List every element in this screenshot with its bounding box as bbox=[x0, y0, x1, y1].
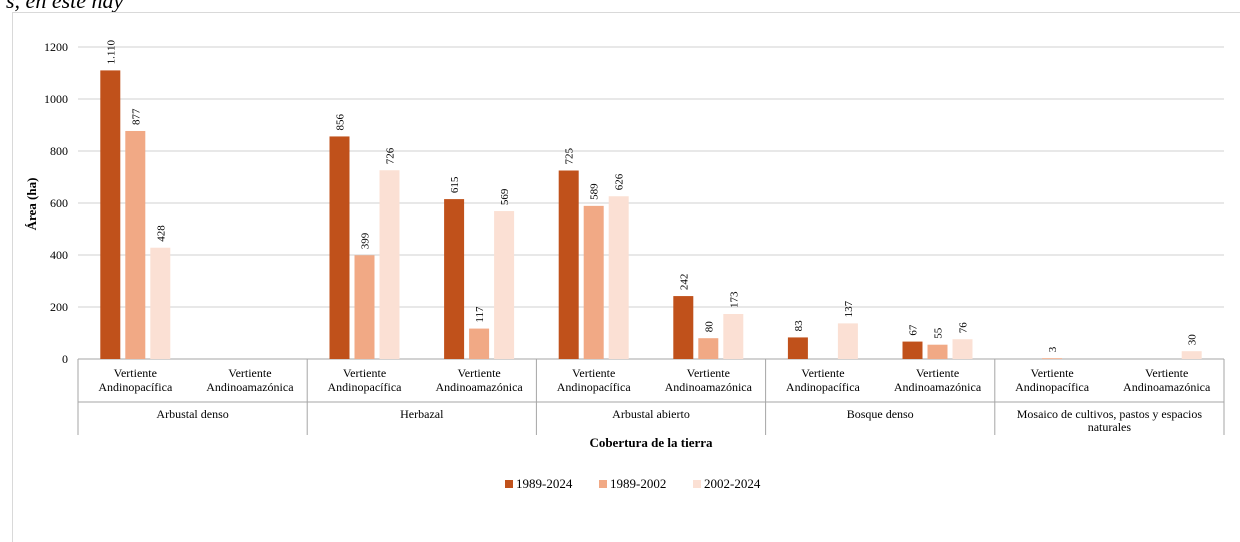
y-tick-label: 0 bbox=[62, 352, 68, 366]
legend-swatch bbox=[505, 480, 513, 488]
legend-label: 1989-2024 bbox=[516, 476, 573, 491]
data-label: 76 bbox=[958, 322, 970, 334]
data-label: 1.110 bbox=[105, 40, 117, 65]
x-category-label-line2: Andinoamazónica bbox=[206, 380, 294, 394]
x-category-label-line1: Vertiente bbox=[228, 366, 271, 380]
legend-swatch bbox=[599, 480, 607, 488]
x-category-label-line1: Vertiente bbox=[343, 366, 386, 380]
legend-label: 1989-2002 bbox=[610, 476, 666, 491]
bar bbox=[494, 211, 515, 359]
data-label: 137 bbox=[843, 300, 855, 317]
x-axis: VertienteAndinopacíficaVertienteAndinoam… bbox=[77, 359, 1225, 435]
y-tick-label: 800 bbox=[50, 144, 68, 158]
data-label: 173 bbox=[728, 291, 740, 308]
x-category-label-line2: Andinopacífica bbox=[328, 380, 403, 394]
data-label: 83 bbox=[793, 320, 805, 332]
x-category-label-line2: Andinoamazónica bbox=[435, 380, 523, 394]
gridlines bbox=[78, 46, 1224, 360]
bar bbox=[1181, 351, 1202, 359]
data-label: 117 bbox=[474, 306, 486, 323]
x-category-label-line1: Vertiente bbox=[687, 366, 730, 380]
bar bbox=[608, 196, 629, 359]
bar bbox=[723, 314, 744, 359]
data-label: 877 bbox=[130, 108, 142, 125]
y-tick-label: 600 bbox=[50, 196, 68, 210]
bar bbox=[100, 70, 121, 360]
bar bbox=[329, 136, 350, 359]
bar bbox=[787, 337, 808, 359]
bar bbox=[952, 339, 973, 359]
bar bbox=[125, 130, 146, 359]
bar bbox=[150, 247, 171, 359]
legend-label: 2002-2024 bbox=[704, 476, 761, 491]
y-tick-label: 200 bbox=[50, 300, 68, 314]
bar bbox=[469, 328, 490, 359]
data-label: 725 bbox=[564, 148, 576, 165]
x-category-label-line1: Vertiente bbox=[457, 366, 500, 380]
x-group-label: Arbustal denso bbox=[156, 407, 228, 421]
x-group-label: naturales bbox=[1088, 420, 1132, 434]
bar bbox=[902, 341, 923, 359]
x-category-label-line2: Andinoamazónica bbox=[1123, 380, 1211, 394]
y-axis-title: Área (ha) bbox=[24, 178, 39, 231]
bar bbox=[583, 205, 604, 359]
data-label: 428 bbox=[155, 225, 167, 242]
x-category-label-line2: Andinoamazónica bbox=[665, 380, 753, 394]
bar bbox=[379, 170, 400, 359]
legend-swatch bbox=[693, 480, 701, 488]
x-group-label: Herbazal bbox=[400, 407, 444, 421]
x-category-label-line1: Vertiente bbox=[916, 366, 959, 380]
data-label: 615 bbox=[449, 176, 461, 193]
x-category-label-line2: Andinopacífica bbox=[1015, 380, 1090, 394]
y-axis-ticks: 0 200 400 600 800 1000 1200 bbox=[44, 40, 68, 366]
x-group-label: Mosaico de cultivos, pastos y espacios bbox=[1017, 407, 1203, 421]
bar bbox=[354, 255, 375, 359]
x-category-label-line1: Vertiente bbox=[114, 366, 157, 380]
page-top-text: s, en este hay bbox=[0, 0, 900, 12]
data-label: 856 bbox=[335, 113, 347, 130]
bars bbox=[100, 70, 1202, 360]
bar bbox=[837, 323, 858, 359]
x-category-label-line2: Andinopacífica bbox=[786, 380, 861, 394]
x-category-label-line1: Vertiente bbox=[1145, 366, 1188, 380]
y-tick-label: 400 bbox=[50, 248, 68, 262]
data-label: 589 bbox=[589, 183, 601, 200]
x-category-label-line1: Vertiente bbox=[801, 366, 844, 380]
bar bbox=[927, 344, 948, 359]
data-labels: 1.110 877 428 856 399 726 615 117 569 725 589 626 24… bbox=[105, 40, 1198, 353]
data-label: 67 bbox=[908, 324, 920, 336]
data-label: 242 bbox=[678, 274, 690, 291]
data-label: 399 bbox=[360, 232, 372, 249]
data-label: 55 bbox=[933, 327, 945, 339]
x-category-label-line1: Vertiente bbox=[1030, 366, 1073, 380]
x-category-label-line1: Vertiente bbox=[572, 366, 615, 380]
data-label: 80 bbox=[703, 321, 715, 333]
y-tick-label: 1000 bbox=[44, 92, 68, 106]
x-category-label-line2: Andinopacífica bbox=[98, 380, 173, 394]
bar bbox=[444, 199, 465, 359]
data-label: 3 bbox=[1047, 346, 1059, 352]
data-label: 569 bbox=[499, 188, 511, 205]
data-label: 726 bbox=[385, 147, 397, 164]
x-group-label: Bosque denso bbox=[847, 407, 914, 421]
legend: 1989-2024 1989-2002 2002-2024 bbox=[505, 476, 761, 491]
bar bbox=[698, 338, 719, 359]
bar bbox=[1042, 358, 1063, 359]
x-category-label-line2: Andinopacífica bbox=[557, 380, 632, 394]
chart-frame bbox=[12, 12, 1240, 542]
x-category-label-line2: Andinoamazónica bbox=[894, 380, 982, 394]
y-tick-label: 1200 bbox=[44, 40, 68, 54]
data-label: 30 bbox=[1187, 334, 1199, 346]
x-axis-title: Cobertura de la tierra bbox=[589, 435, 713, 450]
bar bbox=[673, 296, 694, 359]
data-label: 626 bbox=[614, 173, 626, 190]
x-group-label: Arbustal abierto bbox=[612, 407, 690, 421]
bar bbox=[558, 170, 579, 359]
